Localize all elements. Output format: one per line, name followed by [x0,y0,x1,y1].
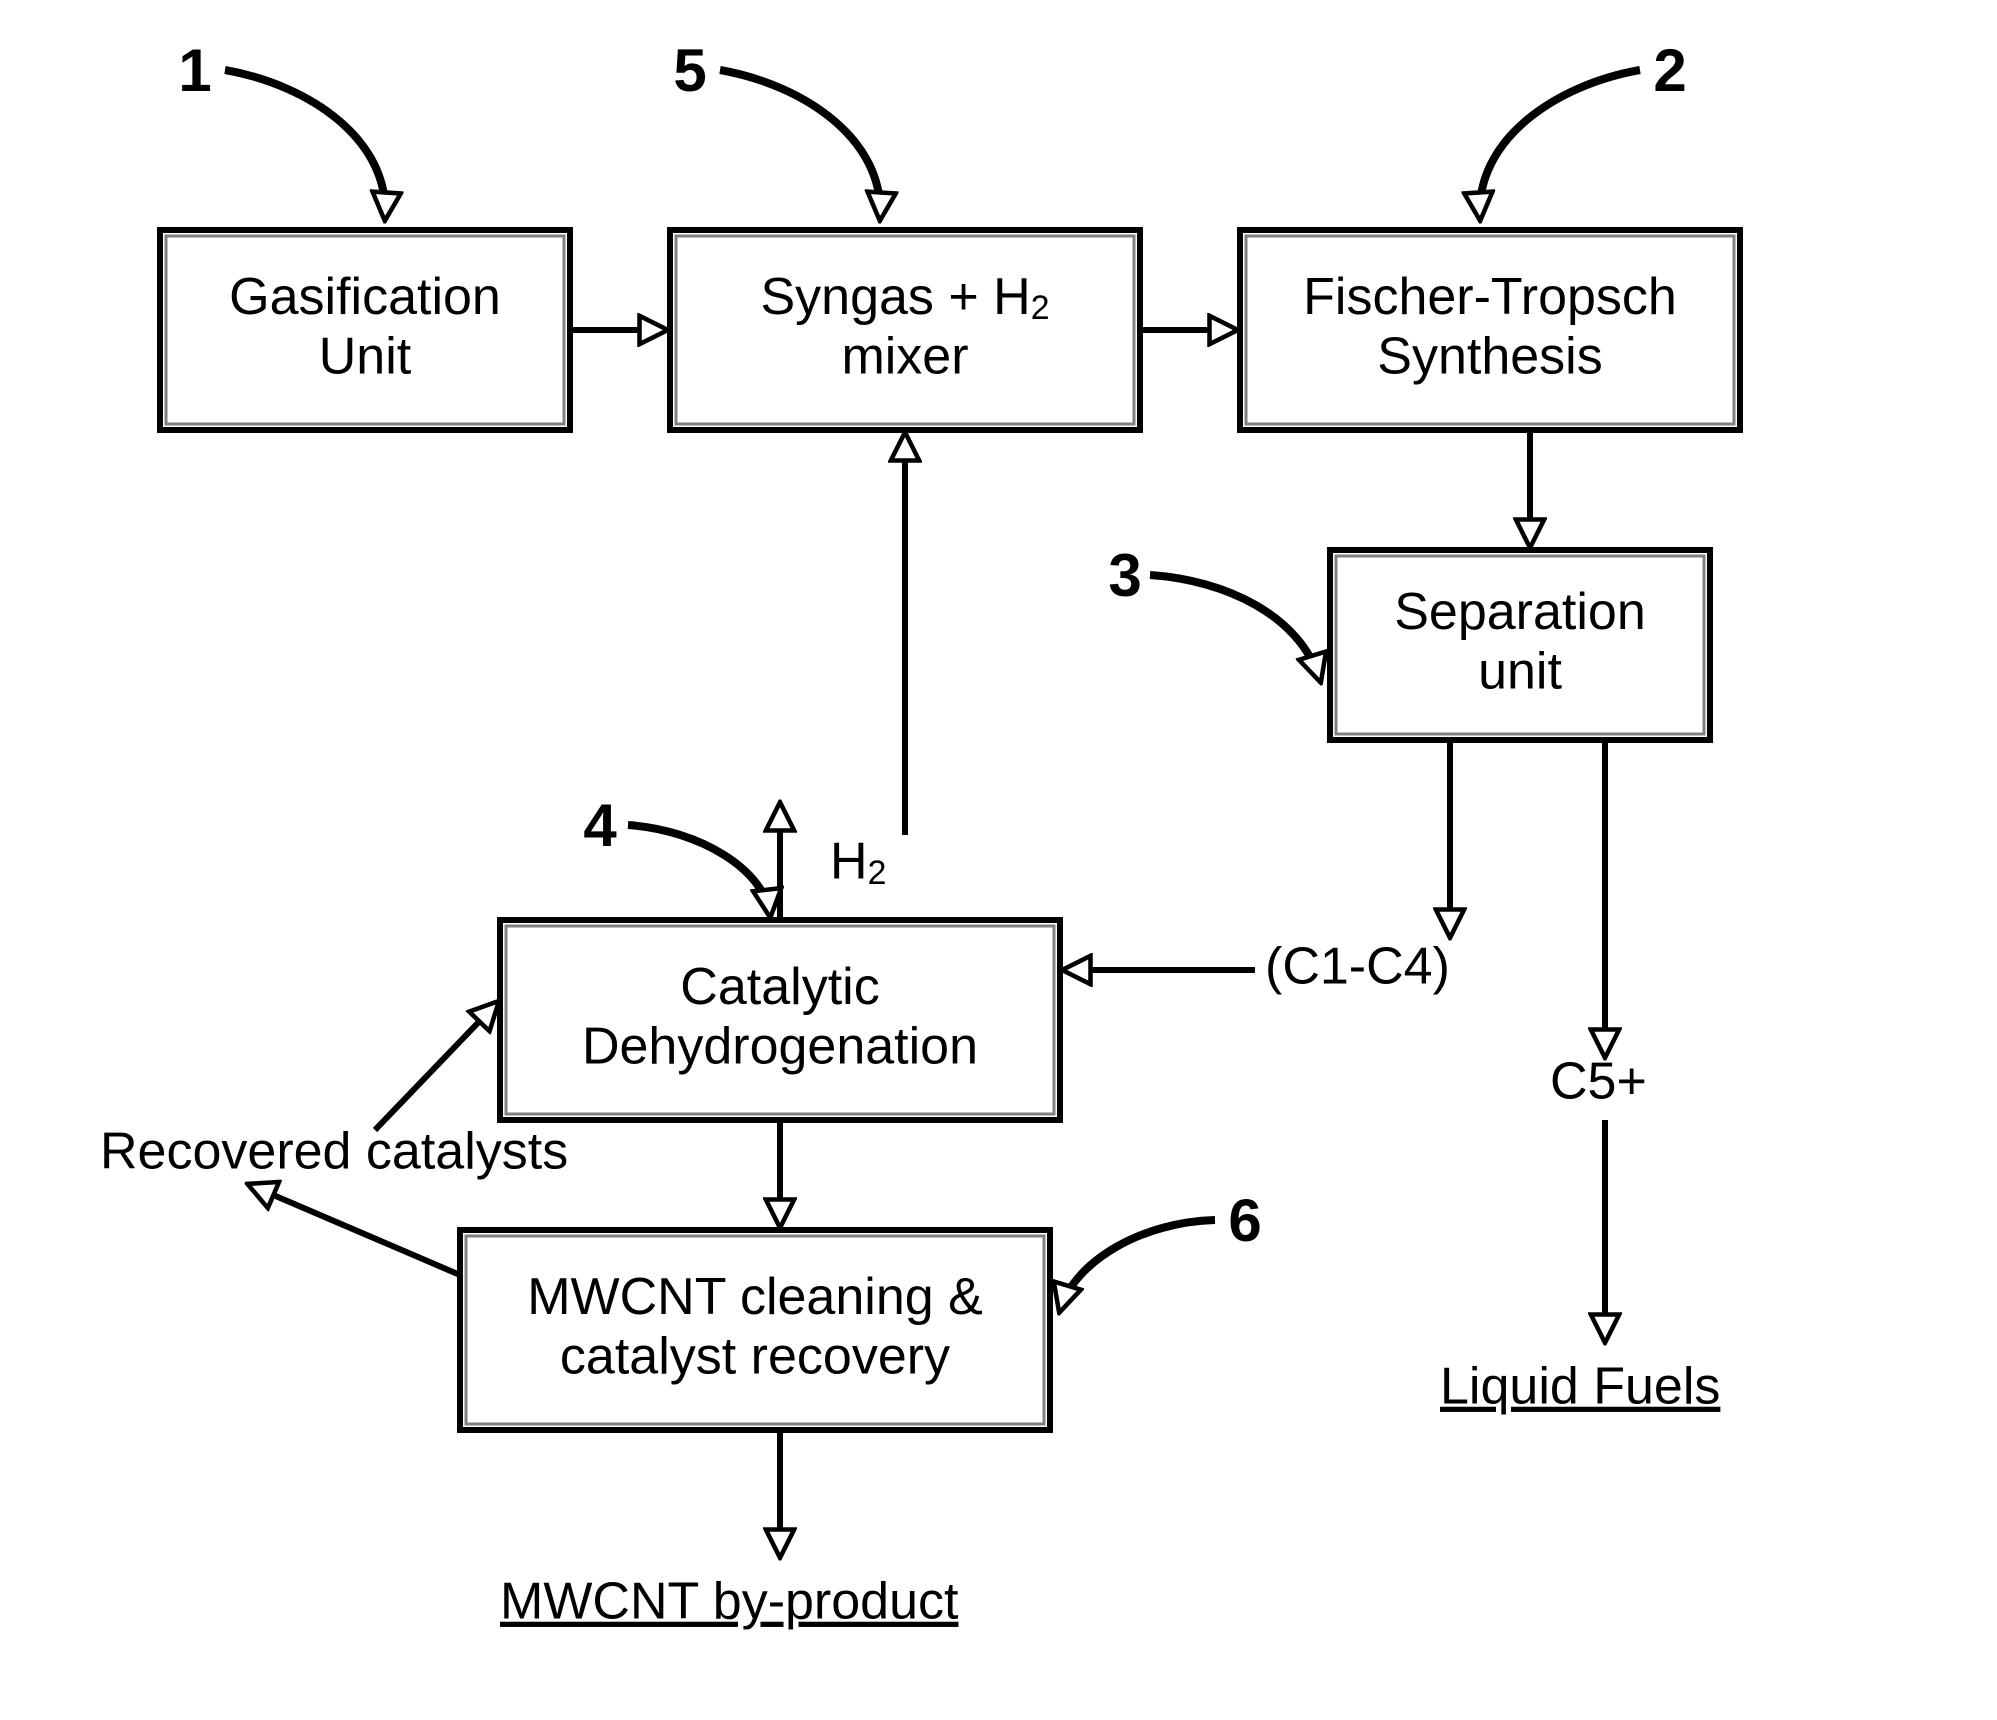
node-label: mixer [841,328,968,386]
node-n2: Fischer-TropschSynthesis [1240,230,1740,430]
pointer-1 [720,70,880,218]
pointer-0 [225,70,385,218]
label-mwcnt_out: MWCNT by-product [500,1573,959,1631]
callout-number: 1 [178,37,211,104]
node-label: Dehydrogenation [582,1018,978,1076]
callout-number: 5 [673,37,706,104]
node-n6: MWCNT cleaning &catalyst recovery [460,1230,1050,1430]
node-label: Gasification [229,268,501,326]
callout-number: 6 [1228,1187,1261,1254]
label-recovered: Recovered catalysts [100,1123,568,1181]
node-label: Separation [1394,583,1646,641]
callout-number: 2 [1653,37,1686,104]
edge-11 [375,1003,497,1130]
pointer-4 [628,825,770,915]
node-n3: Separationunit [1330,550,1710,740]
label-h2_mid: H2 [830,833,886,892]
node-label: Fischer-Tropsch [1303,268,1677,326]
callout-number: 4 [583,792,617,859]
label-liquid: Liquid Fuels [1440,1358,1720,1416]
callout-number: 3 [1108,542,1141,609]
pointer-3 [1150,575,1320,680]
edge-12 [250,1185,460,1275]
node-label: catalyst recovery [560,1328,950,1386]
node-label: Unit [319,328,412,386]
node-label: Synthesis [1377,328,1602,386]
node-label: MWCNT cleaning & [527,1268,983,1326]
label-c1c4: (C1-C4) [1265,938,1450,996]
node-label: Syngas + H2 [760,268,1049,327]
pointer-2 [1480,70,1640,218]
node-label: unit [1478,643,1562,701]
pointer-5 [1060,1220,1215,1310]
node-label: Catalytic [680,958,879,1016]
node-n1: GasificationUnit [160,230,570,430]
node-n5: Syngas + H2 mixer [670,230,1140,430]
label-c5plus: C5+ [1550,1053,1647,1111]
node-n4: CatalyticDehydrogenation [500,920,1060,1120]
